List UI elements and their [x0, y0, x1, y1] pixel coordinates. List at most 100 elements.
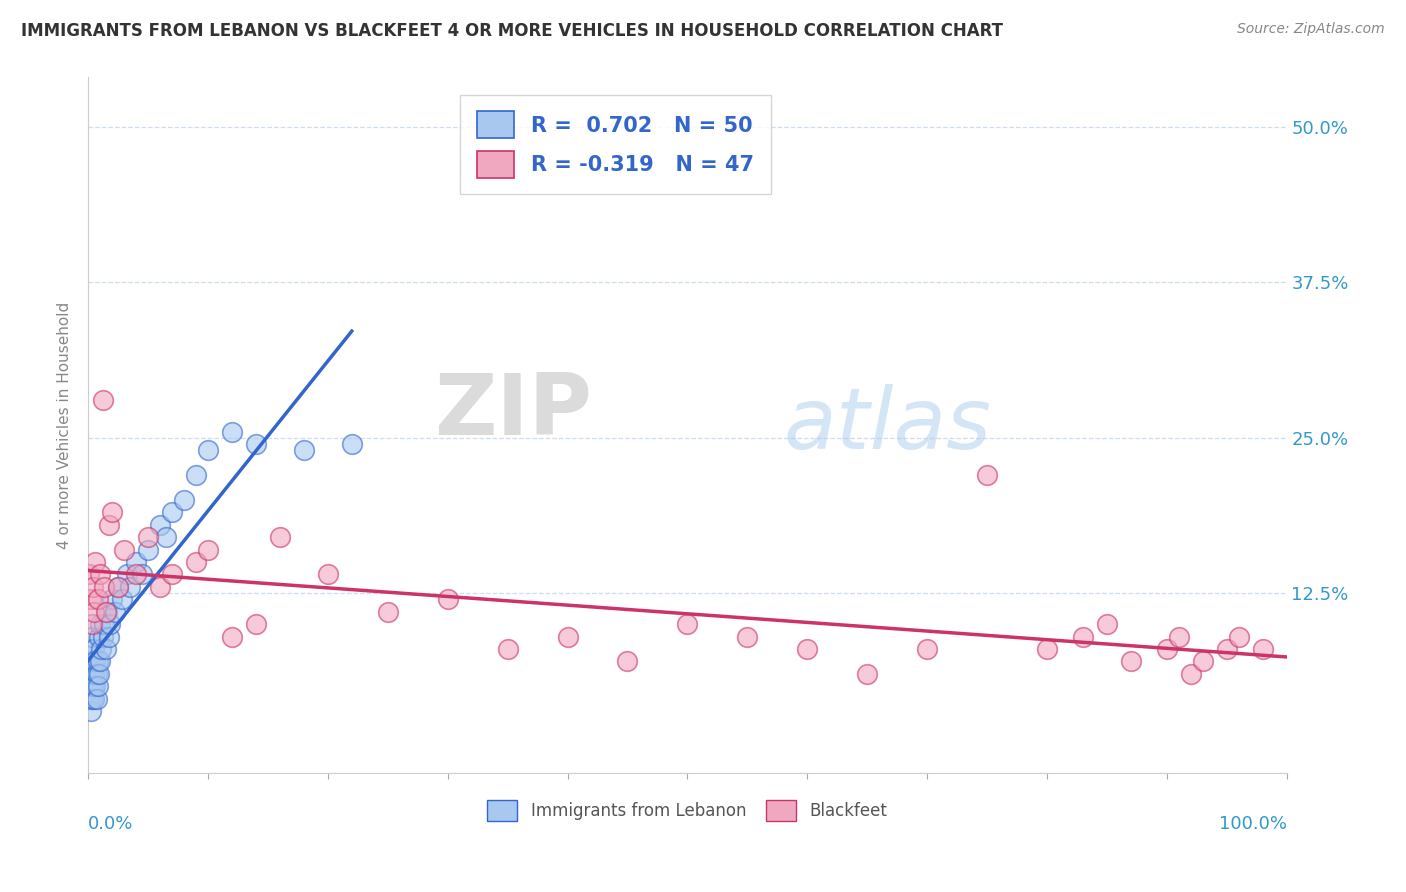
Point [184, 468, 207, 483]
Point [1036, 642, 1059, 657]
Point [86, 691, 108, 706]
Point [737, 630, 759, 644]
Point [83, 666, 105, 681]
Text: Source: ZipAtlas.com: Source: ZipAtlas.com [1237, 22, 1385, 37]
Point [82, 654, 104, 668]
Point [101, 592, 124, 607]
Point [1071, 630, 1094, 644]
Point [101, 505, 124, 519]
Point [1215, 642, 1237, 657]
Point [87, 654, 110, 668]
Point [89, 617, 111, 632]
Point [1251, 642, 1274, 657]
Point [160, 567, 183, 582]
Point [84, 654, 107, 668]
Text: ZIP: ZIP [433, 370, 592, 453]
Point [98, 617, 121, 632]
Point [340, 437, 363, 451]
Point [89, 654, 111, 668]
Point [96, 605, 118, 619]
Point [155, 530, 177, 544]
Point [80, 630, 103, 644]
Point [149, 580, 172, 594]
Point [80, 617, 103, 632]
Point [80, 691, 103, 706]
Point [1156, 642, 1178, 657]
Y-axis label: 4 or more Vehicles in Household: 4 or more Vehicles in Household [58, 301, 72, 549]
Point [79, 666, 101, 681]
Point [496, 642, 519, 657]
Point [221, 630, 243, 644]
Point [90, 642, 112, 657]
Point [131, 567, 153, 582]
Text: 0.0%: 0.0% [89, 815, 134, 833]
Point [1119, 654, 1142, 668]
Point [79, 642, 101, 657]
Point [84, 555, 107, 569]
Point [79, 691, 101, 706]
Point [173, 492, 195, 507]
Point [557, 630, 579, 644]
Point [79, 704, 101, 718]
Point [136, 530, 159, 544]
Point [856, 666, 879, 681]
Point [111, 592, 134, 607]
Point [79, 654, 101, 668]
Point [82, 679, 104, 693]
Point [83, 691, 105, 706]
Point [1180, 666, 1202, 681]
Point [269, 530, 291, 544]
Point [80, 666, 103, 681]
Point [97, 630, 120, 644]
Point [1191, 654, 1213, 668]
Point [221, 425, 243, 439]
Point [91, 393, 114, 408]
Point [120, 580, 142, 594]
Point [79, 567, 101, 582]
Point [79, 679, 101, 693]
Point [115, 567, 138, 582]
Point [107, 580, 129, 594]
Point [149, 517, 172, 532]
Point [107, 580, 129, 594]
Point [796, 642, 818, 657]
Point [125, 555, 148, 569]
Point [125, 567, 148, 582]
Point [93, 617, 115, 632]
Point [87, 679, 110, 693]
Text: IMMIGRANTS FROM LEBANON VS BLACKFEET 4 OR MORE VEHICLES IN HOUSEHOLD CORRELATION: IMMIGRANTS FROM LEBANON VS BLACKFEET 4 O… [21, 22, 1002, 40]
Point [377, 605, 399, 619]
Point [86, 666, 108, 681]
Point [83, 605, 105, 619]
Point [91, 630, 114, 644]
Point [292, 443, 315, 458]
Point [79, 592, 101, 607]
Point [915, 642, 938, 657]
Point [82, 580, 104, 594]
Point [112, 542, 135, 557]
Point [89, 567, 111, 582]
Point [197, 443, 219, 458]
Point [1227, 630, 1250, 644]
Point [160, 505, 183, 519]
Point [616, 654, 638, 668]
Point [676, 617, 699, 632]
Point [87, 630, 110, 644]
Legend: Immigrants from Lebanon, Blackfeet: Immigrants from Lebanon, Blackfeet [481, 794, 894, 828]
Point [93, 580, 115, 594]
Point [184, 555, 207, 569]
Text: 100.0%: 100.0% [1219, 815, 1286, 833]
Point [83, 642, 105, 657]
Point [245, 437, 267, 451]
Point [245, 617, 267, 632]
Text: atlas: atlas [783, 384, 991, 467]
Point [103, 605, 125, 619]
Point [87, 666, 110, 681]
Point [1095, 617, 1118, 632]
Point [94, 642, 117, 657]
Point [316, 567, 339, 582]
Point [136, 542, 159, 557]
Point [84, 679, 107, 693]
Point [197, 542, 219, 557]
Point [87, 592, 110, 607]
